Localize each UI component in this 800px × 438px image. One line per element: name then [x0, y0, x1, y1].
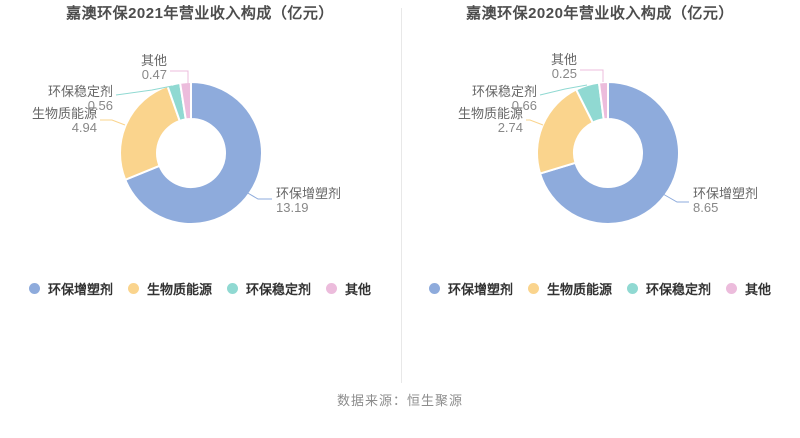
chart-title-2021: 嘉澳环保2021年营业收入构成（亿元）: [66, 5, 334, 22]
legend-label: 环保增塑剂: [47, 282, 113, 297]
legend-item-biomass-energy[interactable]: 生物质能源: [127, 279, 212, 298]
legend-label: 环保稳定剂: [646, 282, 712, 297]
slice-value-eco-stabilizer: 0.66: [512, 98, 537, 113]
legend-dot-icon: [726, 283, 738, 294]
donut-slice-biomass-energy[interactable]: [119, 84, 182, 182]
slice-label-eco-stabilizer: 环保稳定剂: [472, 84, 537, 99]
label-line-eco-plasticizer: [245, 191, 272, 200]
legend-dot-icon: [627, 283, 638, 294]
label-line-biomass-energy: [100, 119, 126, 126]
charts-container: 嘉澳环保2021年营业收入构成（亿元） 环保增塑剂 13.19 生物质能源 4.94 环…: [0, 0, 800, 372]
legend-dot-icon: [326, 283, 338, 294]
legend-item-other[interactable]: 其他: [726, 279, 771, 298]
legend-label: 环保稳定剂: [246, 282, 312, 297]
slice-label-other: 其他: [551, 52, 577, 67]
legend-2021: 环保增塑剂 生物质能源 环保稳定剂 其他: [0, 279, 400, 298]
slice-value-eco-plasticizer: 13.19: [276, 200, 309, 215]
donut-slice-biomass-energy[interactable]: [536, 88, 595, 175]
slice-label-eco-plasticizer: 环保增塑剂: [693, 186, 758, 201]
slice-label-eco-plasticizer: 环保增塑剂: [276, 186, 341, 201]
legend-label: 其他: [345, 282, 372, 297]
label-line-other: [170, 70, 189, 84]
slice-value-biomass-energy: 2.74: [498, 120, 523, 135]
slice-label-eco-stabilizer: 环保稳定剂: [48, 84, 113, 99]
legend-dot-icon: [527, 283, 539, 294]
donut-slice-other[interactable]: [178, 80, 192, 121]
legend-item-eco-stabilizer[interactable]: 环保稳定剂: [227, 279, 311, 298]
legend-item-biomass-energy[interactable]: 生物质能源: [527, 279, 612, 298]
legend-item-eco-plasticizer[interactable]: 环保增塑剂: [428, 279, 513, 298]
label-line-eco-plasticizer: [662, 193, 689, 203]
slice-value-other: 0.25: [552, 66, 577, 81]
legend-dot-icon: [428, 283, 440, 294]
donut-slice-other[interactable]: [597, 80, 609, 121]
legend-dot-icon: [28, 283, 40, 294]
label-line-biomass-energy: [526, 119, 544, 126]
slice-value-biomass-energy: 4.94: [72, 120, 97, 135]
chart-panel-2020: 嘉澳环保2020年营业收入构成（亿元） 环保增塑剂 8.65 生物质能源 2.74 环保…: [400, 0, 800, 372]
chart-panel-2021: 嘉澳环保2021年营业收入构成（亿元） 环保增塑剂 13.19 生物质能源 4.94 环…: [0, 0, 400, 372]
label-line-other: [580, 69, 604, 82]
slice-label-biomass-energy: 生物质能源: [32, 106, 97, 121]
legend-2020: 环保增塑剂 生物质能源 环保稳定剂 其他: [400, 279, 800, 298]
slice-value-other: 0.47: [142, 67, 167, 82]
legend-label: 生物质能源: [546, 282, 612, 297]
legend-item-eco-stabilizer[interactable]: 环保稳定剂: [627, 279, 711, 298]
legend-label: 其他: [745, 282, 772, 297]
legend-label: 环保增塑剂: [447, 282, 513, 297]
slice-value-eco-stabilizer: 0.56: [88, 98, 113, 113]
legend-item-other[interactable]: 其他: [326, 279, 371, 298]
label-line-eco-stabilizer: [539, 84, 588, 96]
panel-divider: [401, 8, 402, 383]
slice-value-eco-plasticizer: 8.65: [693, 200, 718, 215]
label-line-eco-stabilizer: [115, 85, 173, 96]
chart-title-2020: 嘉澳环保2020年营业收入构成（亿元）: [466, 5, 734, 22]
data-source-note: 数据来源：恒生聚源: [336, 393, 463, 408]
legend-label: 生物质能源: [146, 282, 212, 297]
legend-dot-icon: [227, 283, 238, 294]
donut-slice-eco-plasticizer[interactable]: [538, 80, 680, 225]
legend-item-eco-plasticizer[interactable]: 环保增塑剂: [28, 279, 113, 298]
legend-dot-icon: [127, 283, 139, 294]
slice-label-other: 其他: [141, 53, 167, 68]
slice-label-biomass-energy: 生物质能源: [458, 106, 523, 121]
donut-slice-eco-plasticizer[interactable]: [123, 80, 263, 225]
